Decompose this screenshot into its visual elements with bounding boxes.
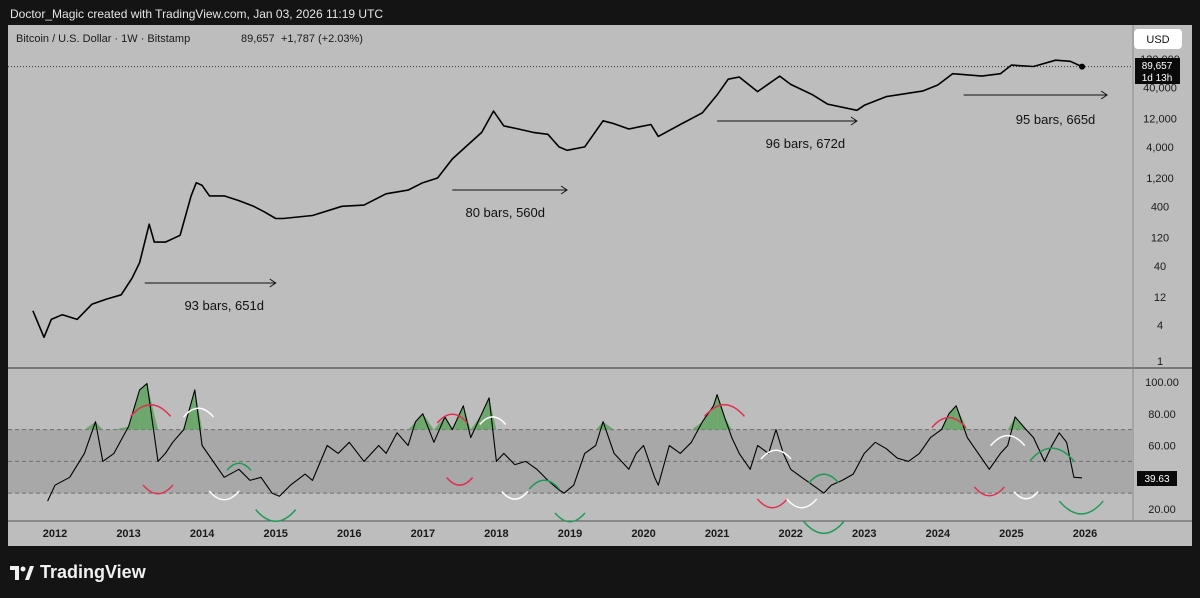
measure-label: 96 bars, 672d [766,136,846,151]
rsi-overbought-fill [603,421,615,430]
tradingview-logo[interactable]: TradingView [10,562,146,583]
price-axis-tick-label: 40,000 [1143,82,1177,94]
rsi-overbought-fill [415,413,423,430]
rsi-bottom-arc [973,486,1005,497]
rsi-top-arc [182,407,215,418]
time-axis-tick-label: 2016 [337,528,361,540]
rsi-bottom-arc [446,476,474,486]
rsi-overbought-fill [95,421,103,430]
price-axis-tick-label: 1 [1157,356,1163,368]
last-price-dot [1079,63,1086,70]
rsi-top-arc [703,403,746,417]
rsi-axis-tick-label: 20.00 [1148,504,1176,516]
rsi-value-label: 39.63 [1144,474,1169,485]
rsi-bottom-arc [554,512,586,523]
currency-button[interactable]: USD [1134,29,1182,49]
chart-area[interactable]: 93 bars, 651d 80 bars, 560d 96 bars, 672d 9… [8,25,1192,546]
rsi-bottom-arc [501,490,529,500]
price-change-label: +1,787 (+2.03%) [281,33,363,45]
measure-label: 95 bars, 665d [1016,112,1096,127]
rsi-bottom-arc [786,498,818,509]
rsi-overbought-fill [463,405,471,430]
rsi-overbought-fill [702,405,714,430]
rsi-overbought-fill [113,426,129,430]
rsi-bottom-arc [142,484,174,495]
rsi-overbought-fill [433,416,445,430]
time-axis-tick-label: 2017 [411,528,435,540]
price-series-line [32,59,1083,339]
rsi-value-badge: 39.63 [1137,471,1177,486]
time-axis-tick-label: 2018 [484,528,508,540]
time-axis-tick-label: 2019 [558,528,582,540]
tradingview-logo-icon [10,565,34,580]
rsi-top-arc [808,473,840,484]
time-axis-tick-label: 2026 [1073,528,1097,540]
price-axis-tick-label: 120 [1151,232,1169,244]
rsi-top-arc [130,403,172,417]
time-axis-tick-label: 2013 [116,528,140,540]
rsi-bottom-arc [756,498,788,509]
price-axis-tick-label: 12 [1154,292,1166,304]
rsi-top-arc [479,416,507,426]
rsi-axis-tick-label: 80.00 [1148,409,1176,421]
rsi-overbought-fill [717,394,725,430]
price-axis-tick-label: 4 [1157,320,1163,332]
rsi-overbought-fill [724,416,732,430]
measure-arrow-head [269,278,277,288]
time-axis-tick-label: 2015 [263,528,287,540]
price-axis-tick-label: 400 [1151,201,1169,213]
rsi-bottom-arc [255,509,297,523]
time-axis-tick-label: 2021 [705,528,729,540]
rsi-overbought-fill [146,383,158,430]
price-axis-tick-label: 4,000 [1146,142,1174,154]
rsi-top-arc [1029,447,1075,462]
rsi-overbought-fill [1007,416,1016,430]
rsi-axis-tick-label: 100.00 [1145,377,1179,389]
measure-arrow-head [1100,90,1108,100]
rsi-bottom-arc [208,490,240,501]
time-axis-tick-label: 2023 [852,528,876,540]
rsi-overbought-fill [470,413,482,430]
price-badge-countdown: 1d 13h [1142,73,1173,84]
tradingview-brand-text: TradingView [40,562,146,582]
time-axis-tick-label: 2020 [631,528,655,540]
chart-title: Bitcoin / U.S. Dollar · 1W · Bitstamp [16,33,190,45]
price-badge-value: 89,657 [1142,61,1173,72]
rsi-top-arc [931,416,967,429]
measure-label: 80 bars, 560d [465,205,545,220]
time-axis-tick-label: 2014 [190,528,215,540]
rsi-overbought-fill [84,421,96,430]
rsi-top-arc [760,449,792,460]
rsi-bottom-arc [803,521,845,535]
rsi-series-line [47,383,1083,502]
time-axis-tick-label: 2022 [778,528,802,540]
price-badge: 89,657 1d 13h [1135,58,1180,84]
rsi-bottom-arc [1058,500,1104,515]
rsi-bottom-arc [1013,491,1039,500]
measure-arrow-head [850,116,858,126]
price-axis-tick-label: 40 [1154,261,1166,273]
rsi-overbought-fill [422,413,434,430]
time-axis-tick-label: 2012 [43,528,67,540]
chart-svg[interactable]: 93 bars, 651d 80 bars, 560d 96 bars, 672d 9… [8,25,1192,546]
measure-arrow-head [560,185,568,195]
rsi-top-arc [528,479,560,490]
rsi-top-arc [226,462,252,471]
measure-label: 93 bars, 651d [184,298,264,313]
rsi-axis-tick-label: 60.00 [1148,441,1176,453]
currency-button-label: USD [1146,34,1169,46]
time-axis-tick-label: 2024 [926,528,951,540]
price-axis-tick-label: 12,000 [1143,114,1177,126]
rsi-top-arc [436,413,468,424]
last-price-label: 89,657 [241,33,275,45]
price-axis-tick-label: 1,200 [1146,173,1174,185]
rsi-overbought-fill [956,405,968,430]
time-axis-tick-label: 2025 [999,528,1023,540]
chart-attribution: Doctor_Magic created with TradingView.co… [10,7,384,21]
rsi-overbought-fill [489,397,497,430]
rsi-top-arc [990,434,1026,447]
